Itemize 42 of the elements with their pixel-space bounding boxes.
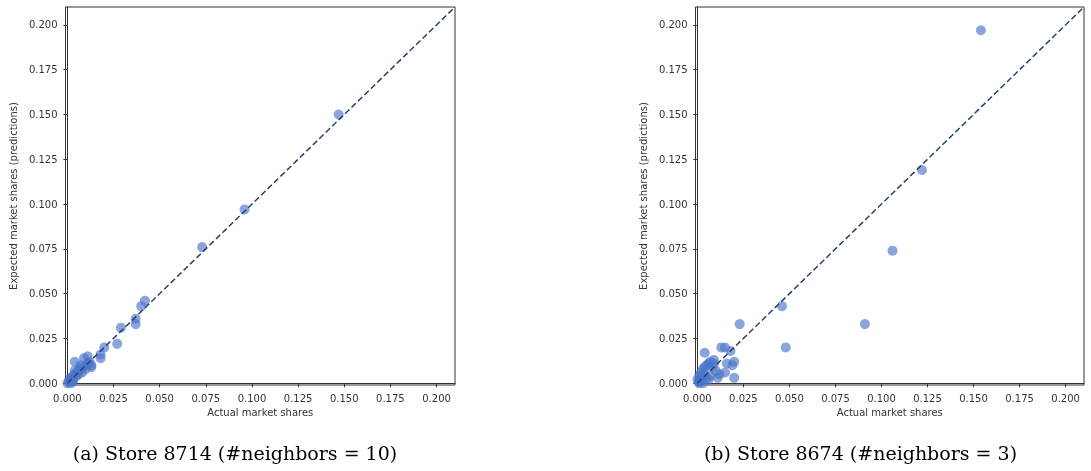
y-tick-label: 0.000: [28, 377, 58, 389]
x-tick-label: 0.175: [376, 392, 405, 404]
x-tick-label: 0.200: [1051, 392, 1080, 404]
y-tick-label: 0.075: [28, 243, 58, 255]
text: (b) Store 8674 (#neighbors = 3): [703, 441, 1018, 464]
x-tick-label: 0.000: [683, 392, 712, 404]
y-tick-label: 0.150: [28, 108, 58, 120]
y-tick-label: 0.125: [658, 153, 688, 165]
y-tick-label: 0.150: [658, 108, 688, 120]
y-tick-label: 0.175: [28, 64, 58, 76]
x-tick-label: 0.200: [422, 392, 451, 404]
x-tick-label: 0.100: [237, 392, 267, 404]
x-tick-label: 0.100: [867, 392, 896, 404]
x-tick-label: 0.050: [145, 392, 174, 404]
x-tick-label: 0.125: [913, 392, 942, 404]
text: (a) Store 8714 (#neighbors = 10): [72, 441, 398, 464]
y-tick-label: 0.100: [658, 198, 688, 210]
y-tick-label: 0.200: [28, 19, 58, 31]
y-tick-label: 0.000: [658, 377, 688, 389]
y-tick-label: 0.025: [658, 332, 688, 344]
y-tick-label: 0.100: [28, 198, 58, 210]
x-axis-title: Actual market shares: [207, 407, 314, 419]
x-tick-label: 0.075: [191, 392, 221, 404]
x-tick-label: 0.125: [283, 392, 313, 404]
y-tick-label: 0.050: [28, 288, 58, 300]
x-tick-label: 0.050: [775, 392, 804, 404]
y-tick-label: 0.075: [658, 243, 688, 255]
y-tick-label: 0.050: [658, 288, 688, 300]
x-tick-label: 0.150: [329, 392, 359, 404]
x-tick-label: 0.150: [959, 392, 988, 404]
x-axis-title: Actual market shares: [836, 407, 943, 419]
y-tick-label: 0.025: [28, 332, 58, 344]
x-tick-label: 0.025: [99, 392, 128, 404]
x-tick-label: 0.175: [1005, 392, 1034, 404]
y-tick-label: 0.200: [658, 19, 688, 31]
y-tick-label: 0.125: [28, 153, 58, 165]
x-tick-label: 0.000: [53, 392, 82, 404]
y-axis-title: Expected market shares (predictions): [637, 102, 649, 290]
x-tick-label: 0.025: [729, 392, 758, 404]
y-tick-label: 0.175: [658, 64, 688, 76]
x-tick-label: 0.075: [821, 392, 850, 404]
y-axis-title: Expected market shares (predictions): [7, 102, 19, 290]
